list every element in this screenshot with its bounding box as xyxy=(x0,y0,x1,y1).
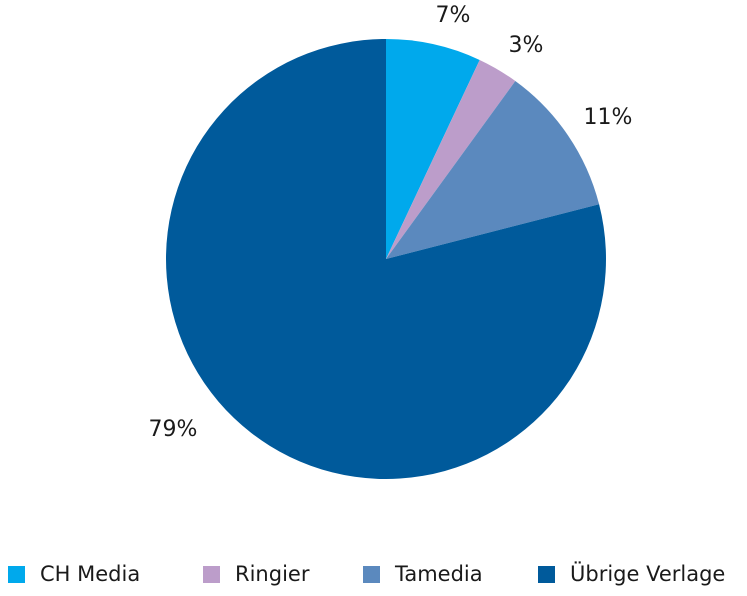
legend-swatch-tamedia xyxy=(363,565,380,583)
legend-item-ubrige-verlage: Übrige Verlage xyxy=(538,560,725,588)
slice-label-tamedia: 11% xyxy=(584,105,633,130)
legend-label-ch-media: CH Media xyxy=(40,562,141,586)
legend-item-tamedia: Tamedia xyxy=(363,560,483,588)
legend-swatch-ch-media xyxy=(8,565,25,583)
pie-slice-ch-media xyxy=(386,39,480,259)
slice-label-ubrige-verlage: 79% xyxy=(149,417,198,442)
slice-label-ringier: 3% xyxy=(509,33,544,58)
legend-label-ringier: Ringier xyxy=(235,562,310,586)
pie-chart: 7% 3% 11% 79% xyxy=(149,3,633,479)
pie-slice-ringier xyxy=(386,59,516,259)
pie-slices xyxy=(166,39,607,479)
pie-slice-tamedia xyxy=(386,81,600,260)
legend: CH Media Ringier Tamedia Übrige Verlage xyxy=(8,560,747,588)
legend-swatch-ringier xyxy=(203,565,220,583)
slice-labels: 7% 3% 11% 79% xyxy=(149,3,633,442)
legend-label-tamedia: Tamedia xyxy=(395,562,483,586)
legend-swatch-ubrige-verlage xyxy=(538,565,555,583)
legend-item-ch-media: CH Media xyxy=(8,560,140,588)
legend-label-ubrige-verlage: Übrige Verlage xyxy=(570,562,726,586)
slice-label-ch-media: 7% xyxy=(436,3,471,28)
legend-item-ringier: Ringier xyxy=(203,560,309,588)
pie-slice-brige-verlage xyxy=(166,39,607,479)
